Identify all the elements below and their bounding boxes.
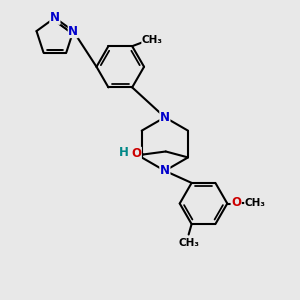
Text: N: N [50, 11, 60, 24]
Text: N: N [68, 25, 78, 38]
Text: CH₃: CH₃ [178, 238, 199, 248]
Text: CH₃: CH₃ [142, 35, 163, 45]
Text: CH₃: CH₃ [245, 198, 266, 208]
Text: O: O [231, 196, 241, 209]
Text: H: H [118, 146, 128, 159]
Text: N: N [160, 164, 170, 177]
Text: O: O [131, 147, 141, 161]
Text: N: N [160, 111, 170, 124]
